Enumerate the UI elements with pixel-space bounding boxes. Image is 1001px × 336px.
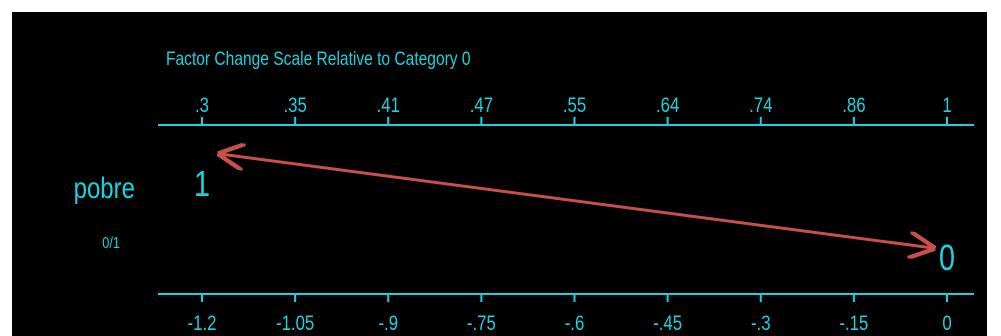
bottom-axis: -1.2 -1.05 -.9 -.75 -.6 -.45 -.3 -.15 0 [158, 293, 974, 336]
bottom-tick-label: -1.2 [188, 312, 217, 335]
bottom-tick-label: -.75 [467, 312, 496, 335]
category-marker-0: 0 [939, 237, 955, 278]
category-markers: 10 [194, 163, 955, 278]
category-marker-1: 1 [194, 163, 210, 204]
variable-sublabel: 0/1 [102, 235, 120, 253]
bottom-tick-label: -.9 [378, 312, 398, 335]
variable-name: pobre [74, 170, 135, 204]
arrow-line [220, 154, 933, 248]
bottom-tick-label: -.6 [565, 312, 585, 335]
plot-panel: Factor Change Scale Relative to Category… [12, 12, 987, 336]
odds-ratio-chart: Factor Change Scale Relative to Category… [74, 48, 974, 336]
top-tick-label: .64 [656, 94, 680, 117]
top-tick-label: .3 [195, 94, 209, 117]
chart-title: Factor Change Scale Relative to Category… [166, 48, 471, 70]
change-arrow [220, 154, 933, 248]
bottom-tick-label: 0 [942, 312, 951, 335]
top-tick-label: .35 [283, 94, 306, 117]
top-tick-label: .86 [842, 94, 865, 117]
bottom-tick-label: -.3 [751, 312, 771, 335]
top-tick-label: .41 [377, 94, 400, 117]
bottom-tick-label: -1.05 [276, 312, 314, 335]
bottom-tick-label: -.45 [653, 312, 682, 335]
top-tick-label: .55 [563, 94, 586, 117]
top-tick-label: .47 [470, 94, 493, 117]
top-axis: .3 .35 .41 .47 .55 .64 .74 .86 1 [158, 94, 974, 126]
top-tick-label: .74 [749, 94, 773, 117]
top-tick-label: 1 [942, 94, 951, 117]
bottom-tick-label: -.15 [839, 312, 868, 335]
